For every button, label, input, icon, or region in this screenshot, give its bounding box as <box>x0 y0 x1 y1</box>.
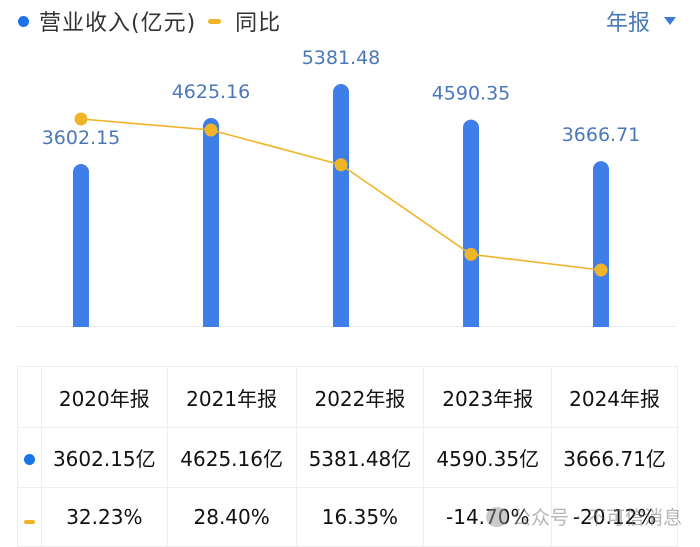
table-header-cell: 2021年报 <box>166 366 297 428</box>
yoy-dash-icon <box>23 520 35 524</box>
bar-series <box>0 84 700 340</box>
revenue-bar[interactable] <box>333 84 349 334</box>
table-cell: -20.12% <box>551 487 678 547</box>
table-cell: 3666.71亿 <box>551 427 678 488</box>
revenue-legend-dot-icon <box>18 15 29 27</box>
table-header-row: 2020年报 2021年报 2022年报 2023年报 2024年报 <box>17 366 678 428</box>
yoy-point[interactable] <box>74 112 88 126</box>
revenue-legend-label: 营业收入(亿元) <box>39 11 197 36</box>
table-cell: 4590.35亿 <box>423 427 553 488</box>
table-cell: 32.23% <box>40 487 168 547</box>
revenue-marker-cell <box>17 427 42 488</box>
table-cell: 28.40% <box>166 487 297 547</box>
period-selector-label[interactable]: 年报 <box>605 11 650 36</box>
table-header-cell: 2024年报 <box>551 366 678 428</box>
yoy-points <box>74 112 608 277</box>
table-cell: 3602.15亿 <box>40 427 168 488</box>
table-header-cell: 2022年报 <box>295 366 425 428</box>
period-selector[interactable]: 年报 <box>606 4 676 38</box>
yoy-point[interactable] <box>334 158 348 172</box>
yoy-point[interactable] <box>594 263 608 277</box>
bar-value-labels: 3602.15 4625.16 5381.48 4590.35 3666.71 <box>42 47 641 149</box>
yoy-point[interactable] <box>204 123 218 137</box>
table-cell: 4625.16亿 <box>166 427 297 488</box>
table-row-revenue: 3602.15亿 4625.16亿 5381.48亿 4590.35亿 3666… <box>17 427 678 488</box>
table-corner-cell <box>17 366 42 428</box>
table-cell: 16.35% <box>295 487 425 547</box>
yoy-point[interactable] <box>464 247 478 261</box>
yoy-legend-label: 同比 <box>235 11 282 36</box>
revenue-dot-icon <box>23 453 35 465</box>
table-row-yoy: 32.23% 28.40% 16.35% -14.70% -20.12% <box>17 487 678 547</box>
revenue-bar[interactable] <box>593 161 609 334</box>
bar-value-label: 3602.15 <box>42 127 121 149</box>
bar-value-label: 3666.71 <box>562 124 641 146</box>
table-header-cell: 2020年报 <box>40 366 168 428</box>
data-table: 2020年报 2021年报 2022年报 2023年报 2024年报 3602.… <box>17 366 678 547</box>
yoy-marker-cell <box>17 487 42 547</box>
revenue-bar[interactable] <box>73 164 89 334</box>
revenue-bar[interactable] <box>203 118 219 335</box>
bar-value-label: 4590.35 <box>432 83 511 105</box>
caret-down-icon[interactable] <box>664 17 676 25</box>
bar-value-label: 4625.16 <box>172 81 251 103</box>
table-cell: 5381.48亿 <box>295 427 425 488</box>
yoy-legend-dash-icon <box>208 18 222 24</box>
table-header-cell: 2023年报 <box>423 366 553 428</box>
table-cell: -14.70% <box>423 487 553 547</box>
revenue-bar[interactable] <box>463 119 479 334</box>
bar-value-label: 5381.48 <box>302 47 381 69</box>
revenue-chart: 3602.15 4625.16 5381.48 4590.35 3666.71 <box>0 47 700 340</box>
chart-legend: 营业收入(亿元) 同比 <box>14 4 281 38</box>
